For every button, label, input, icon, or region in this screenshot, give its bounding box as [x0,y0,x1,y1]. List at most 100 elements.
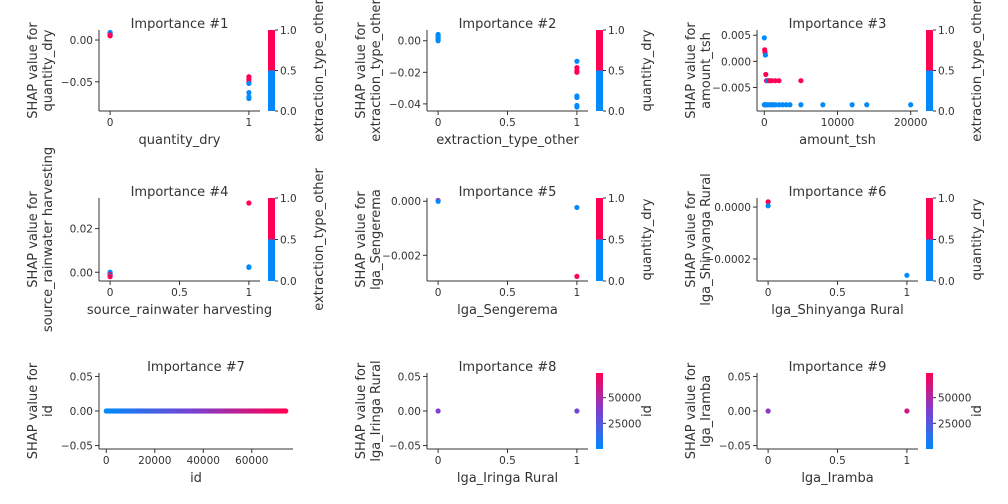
x-tick-label: 1 [574,287,581,299]
subplot-title: Importance #1 [131,17,229,32]
y-tick-label: −0.02 [389,67,421,79]
colorbar-tick-label: 0.0 [938,276,955,288]
subplot-title: Importance #6 [789,185,887,200]
data-point [574,58,580,64]
data-point [763,71,769,78]
x-tick-label: 20000 [138,455,171,467]
y-tick-label: −0.002 [382,250,421,262]
colorbar: 0.0 0.5 1.0 quantity_dry [596,25,655,118]
x-tick-label: 0.5 [829,287,846,299]
y-axis-label-line: SHAP value for [26,362,41,459]
y-tick-label: −0.05 [389,441,421,453]
x-tick-label: 1 [904,287,911,299]
x-axis-label: lga_Iramba [801,471,873,486]
x-tick-label: 0 [435,117,442,129]
colorbar-label: extraction_type_other [970,0,985,142]
colorbar-low-segment [926,239,933,281]
data-point [283,408,289,414]
y-axis-label-line: SHAP value for [26,191,41,288]
colorbar-tick-label: 0.5 [608,66,625,78]
colorbar: 0.0 0.5 1.0 extraction_type_other [926,0,985,142]
subplot-8: Importance #8 0 0.5 1 0.05 0.00 −0.05 lga_Iring… [354,360,655,486]
colorbar-label: id [970,405,985,417]
y-tick-label: 0.000 [391,196,421,208]
y-axis-label-line: SHAP value for [684,362,699,459]
colorbar-tick-label: 50000 [938,393,971,405]
colorbar-tick-label: 50000 [608,393,641,405]
data-point [246,90,252,96]
x-tick-label: 1 [246,117,253,129]
y-tick-label: 0.05 [728,371,751,383]
x-tick-label: 40000 [187,455,220,467]
colorbar-high-segment [926,30,933,71]
data-point [787,102,793,108]
x-tick-label: 0.5 [171,287,188,299]
data-point [761,35,767,41]
data-point [107,274,113,280]
data-point [780,102,786,108]
colorbar-tick-label: 0.5 [938,66,955,78]
colorbar-high-segment [268,30,275,71]
x-tick-label: 10000 [821,117,854,129]
data-point [574,408,580,414]
y-axis-label-line: SHAP value for [684,191,699,288]
colorbar-low-segment [596,239,603,281]
x-tick-label: 60000 [235,455,268,467]
data-point [908,102,914,108]
data-point [783,102,789,108]
colorbar-high-segment [926,198,933,240]
colorbar-label: quantity_dry [640,29,655,111]
colorbar-tick-label: 0.5 [938,235,955,247]
x-tick-label: 0 [765,287,772,299]
colorbar-high-segment [268,198,275,240]
colorbar-label: id [640,405,655,417]
x-tick-label: 1 [574,455,581,467]
data-point [574,204,580,211]
colorbar-tick-label: 0.0 [938,106,955,118]
y-axis-label-line: quantity_dry [41,29,56,111]
x-axis-label: extraction_type_other [436,133,579,148]
data-point [769,78,775,84]
y-axis-label: SHAP value forlga_Shinyanga Rural [684,173,714,306]
colorbar-tick-label: 0.5 [280,66,297,78]
data-point [107,33,113,39]
y-axis-label-line: lga_Iringa Rural [369,360,384,461]
x-tick-label: 0.5 [499,455,516,467]
y-tick-label: 0.02 [70,224,93,236]
data-point [574,69,580,75]
data-point [435,198,441,204]
y-tick-label: 0.005 [721,30,751,42]
y-axis-label: SHAP value forlga_Iringa Rural [354,360,384,461]
y-axis-label-line: lga_Sengerema [369,189,384,290]
colorbar-low-segment [268,239,275,281]
y-axis-label: SHAP value forsource_rainwater harvestin… [26,147,56,332]
colorbar-low-segment [596,70,603,111]
x-axis-label: lga_Shinyanga Rural [771,303,904,318]
subplot-title: Importance #9 [789,360,887,375]
colorbar: 0.0 0.5 1.0 extraction_type_other [268,0,327,142]
x-axis-label: id [190,471,202,486]
y-axis-label: SHAP value forid [26,362,56,459]
data-point [765,203,771,209]
y-axis-label-line: SHAP value for [354,191,369,288]
data-point [574,94,580,101]
colorbar-tick-label: 0.5 [280,235,297,247]
y-axis-label-line: lga_Shinyanga Rural [699,173,714,306]
subplot-1: Importance #10 10.00−0.05quantity_drySHAP… [26,0,327,148]
subplot-title: Importance #2 [459,17,557,32]
y-axis-label-line: extraction_type_other [369,0,384,142]
y-tick-label: 0.05 [398,371,421,383]
y-tick-label: 0.05 [70,371,93,383]
x-tick-label: 0.5 [829,455,846,467]
subplot-4: Importance #4 0 0.5 1 0.02 0.00 source_rainwat… [26,147,327,332]
subplot-2: Importance #2 0 0.5 1 0.00 −0.02 −0.04 extracti… [354,0,655,148]
x-tick-label: 1 [246,287,253,299]
y-tick-label: 0.00 [70,35,93,47]
colorbar-tick-label: 25000 [938,418,971,430]
y-tick-label: −0.05 [719,441,751,453]
y-axis-label: SHAP value forlga_Sengerema [354,189,384,290]
data-point [904,408,910,414]
colorbar-label: quantity_dry [640,198,655,280]
colorbar-tick-label: 0.0 [280,276,297,288]
